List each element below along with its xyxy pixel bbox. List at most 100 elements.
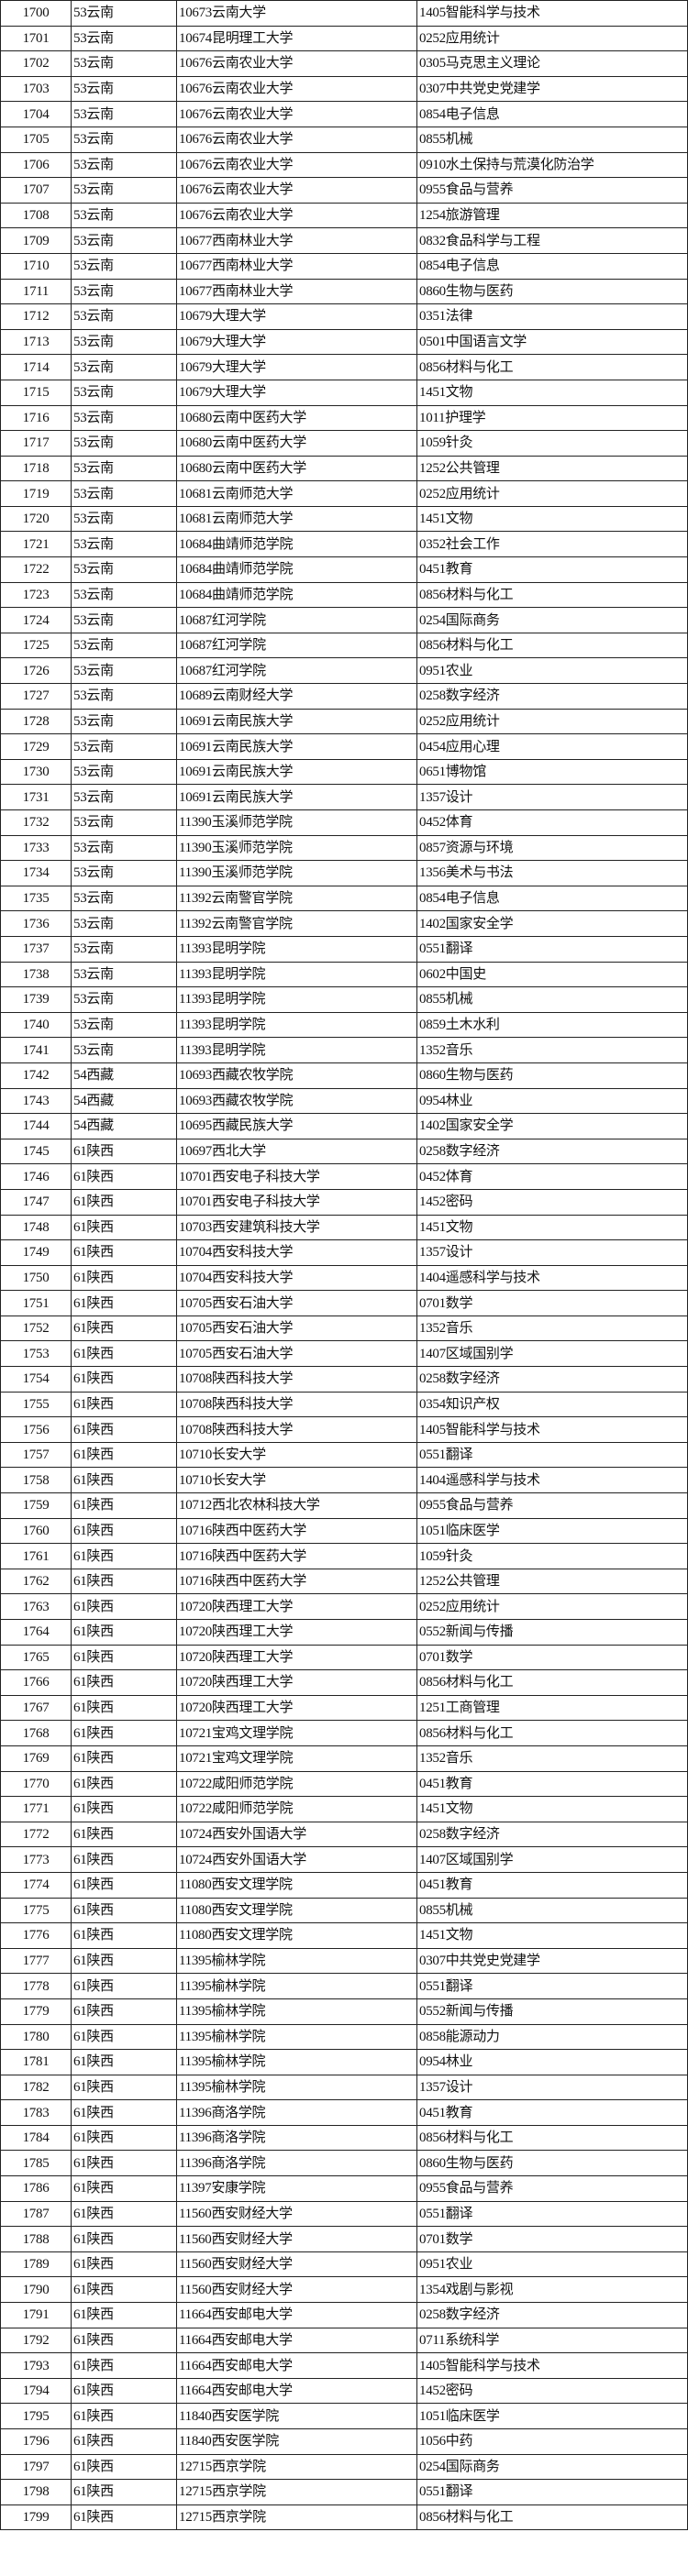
table-row: 1702 53云南 10676云南农业大学 0305马克思主义理论 — [0, 50, 688, 77]
table-row: 1759 61陕西 10712西北农林科技大学 0955食品与营养 — [0, 1492, 688, 1519]
table-row: 1723 53云南 10684曲靖师范学院 0856材料与化工 — [0, 581, 688, 609]
major-cell: 1254旅游管理 — [416, 202, 688, 229]
university-cell: 11560西安财经大学 — [176, 2251, 417, 2278]
table-row: 1785 61陕西 11396商洛学院 0860生物与医药 — [0, 2150, 688, 2177]
university-cell: 10722咸阳师范学院 — [176, 1770, 417, 1798]
row-number-cell: 1712 — [0, 303, 72, 330]
table-row: 1796 61陕西 11840西安医学院 1056中药 — [0, 2428, 688, 2455]
major-cell: 0551翻译 — [416, 2200, 688, 2228]
table-row: 1757 61陕西 10710长安大学 0551翻译 — [0, 1441, 688, 1469]
row-number-cell: 1790 — [0, 2276, 72, 2304]
row-number-cell: 1714 — [0, 354, 72, 380]
row-number-cell: 1791 — [0, 2302, 72, 2328]
row-number-cell: 1701 — [0, 25, 72, 52]
row-number-cell: 1783 — [0, 2099, 72, 2126]
university-cell: 10687红河学院 — [176, 632, 417, 659]
province-cell: 61陕西 — [71, 2479, 177, 2505]
university-cell: 11397安康学院 — [176, 2175, 417, 2202]
row-number-cell: 1796 — [0, 2428, 72, 2455]
university-cell: 10720陕西理工大学 — [176, 1593, 417, 1620]
row-number-cell: 1754 — [0, 1366, 72, 1393]
major-cell: 0856材料与化工 — [416, 1720, 688, 1746]
row-number-cell: 1729 — [0, 733, 72, 760]
province-cell: 61陕西 — [71, 2352, 177, 2379]
row-number-cell: 1704 — [0, 101, 72, 127]
row-number-cell: 1710 — [0, 252, 72, 280]
row-number-cell: 1749 — [0, 1239, 72, 1266]
table-row: 1755 61陕西 10708陕西科技大学 0354知识产权 — [0, 1391, 688, 1418]
row-number-cell: 1703 — [0, 75, 72, 103]
table-row: 1717 53云南 10680云南中医药大学 1059针灸 — [0, 430, 688, 457]
row-number-cell: 1719 — [0, 480, 72, 507]
university-cell: 10679大理大学 — [176, 379, 417, 406]
table-row: 1772 61陕西 10724西安外国语大学 0258数字经济 — [0, 1821, 688, 1848]
row-number-cell: 1768 — [0, 1720, 72, 1746]
table-row: 1741 53云南 11393昆明学院 1352音乐 — [0, 1037, 688, 1063]
table-row: 1778 61陕西 11395榆林学院 0551翻译 — [0, 1973, 688, 1999]
major-cell: 1402国家安全学 — [416, 910, 688, 937]
row-number-cell: 1799 — [0, 2504, 72, 2531]
row-number-cell: 1782 — [0, 2074, 72, 2101]
province-cell: 61陕西 — [71, 1467, 177, 1494]
row-number-cell: 1700 — [0, 0, 72, 27]
table-row: 1742 54西藏 10693西藏农牧学院 0860生物与医药 — [0, 1062, 688, 1089]
row-number-cell: 1733 — [0, 834, 72, 862]
province-cell: 61陕西 — [71, 1391, 177, 1418]
major-cell: 1352音乐 — [416, 1037, 688, 1063]
university-cell: 10708陕西科技大学 — [176, 1416, 417, 1443]
major-cell: 0254国际商务 — [416, 607, 688, 633]
university-cell: 11393昆明学院 — [176, 935, 417, 963]
table-row: 1716 53云南 10680云南中医药大学 1011护理学 — [0, 404, 688, 432]
university-cell: 10687红河学院 — [176, 657, 417, 685]
row-number-cell: 1778 — [0, 1973, 72, 1999]
table-row: 1721 53云南 10684曲靖师范学院 0352社会工作 — [0, 531, 688, 558]
province-cell: 61陕西 — [71, 2226, 177, 2252]
table-row: 1734 53云南 11390玉溪师范学院 1356美术与书法 — [0, 860, 688, 886]
province-cell: 61陕西 — [71, 1188, 177, 1216]
province-cell: 61陕西 — [71, 1871, 177, 1899]
province-cell: 53云南 — [71, 202, 177, 229]
row-number-cell: 1755 — [0, 1391, 72, 1418]
major-cell: 0854电子信息 — [416, 885, 688, 912]
university-cell: 11080西安文理学院 — [176, 1897, 417, 1924]
major-cell: 1452密码 — [416, 1188, 688, 1216]
province-cell: 61陕西 — [71, 1644, 177, 1671]
major-cell: 0551翻译 — [416, 935, 688, 963]
university-cell: 10684曲靖师范学院 — [176, 531, 417, 558]
row-number-cell: 1715 — [0, 379, 72, 406]
table-row: 1715 53云南 10679大理大学 1451文物 — [0, 379, 688, 406]
major-cell: 0452体育 — [416, 1163, 688, 1190]
major-cell: 0252应用统计 — [416, 1593, 688, 1620]
major-cell: 0451教育 — [416, 556, 688, 583]
province-cell: 53云南 — [71, 480, 177, 507]
row-number-cell: 1734 — [0, 860, 72, 886]
table-row: 1738 53云南 11393昆明学院 0602中国史 — [0, 961, 688, 988]
row-number-cell: 1794 — [0, 2377, 72, 2405]
major-cell: 0258数字经济 — [416, 2302, 688, 2328]
table-row: 1793 61陕西 11664西安邮电大学 1405智能科学与技术 — [0, 2352, 688, 2379]
province-cell: 53云南 — [71, 50, 177, 77]
table-row: 1764 61陕西 10720陕西理工大学 0552新闻与传播 — [0, 1619, 688, 1646]
university-cell: 11560西安财经大学 — [176, 2276, 417, 2304]
table-row: 1794 61陕西 11664西安邮电大学 1452密码 — [0, 2377, 688, 2405]
table-row: 1726 53云南 10687红河学院 0951农业 — [0, 657, 688, 685]
province-cell: 53云南 — [71, 1011, 177, 1039]
table-row: 1773 61陕西 10724西安外国语大学 1407区域国别学 — [0, 1846, 688, 1873]
university-cell: 11393昆明学院 — [176, 986, 417, 1013]
province-cell: 53云南 — [71, 986, 177, 1013]
table-row: 1770 61陕西 10722咸阳师范学院 0451教育 — [0, 1770, 688, 1798]
province-cell: 61陕西 — [71, 1720, 177, 1746]
university-cell: 11560西安财经大学 — [176, 2200, 417, 2228]
row-number-cell: 1789 — [0, 2251, 72, 2278]
university-cell: 11840西安医学院 — [176, 2428, 417, 2455]
province-cell: 53云南 — [71, 455, 177, 482]
major-cell: 0857资源与环境 — [416, 834, 688, 862]
university-cell: 10673云南大学 — [176, 0, 417, 27]
major-cell: 0832食品科学与工程 — [416, 227, 688, 254]
university-cell: 10684曲靖师范学院 — [176, 556, 417, 583]
province-cell: 53云南 — [71, 784, 177, 810]
major-cell: 0552新闻与传播 — [416, 1619, 688, 1646]
province-cell: 61陕西 — [71, 2049, 177, 2075]
table-row: 1731 53云南 10691云南民族大学 1357设计 — [0, 784, 688, 810]
